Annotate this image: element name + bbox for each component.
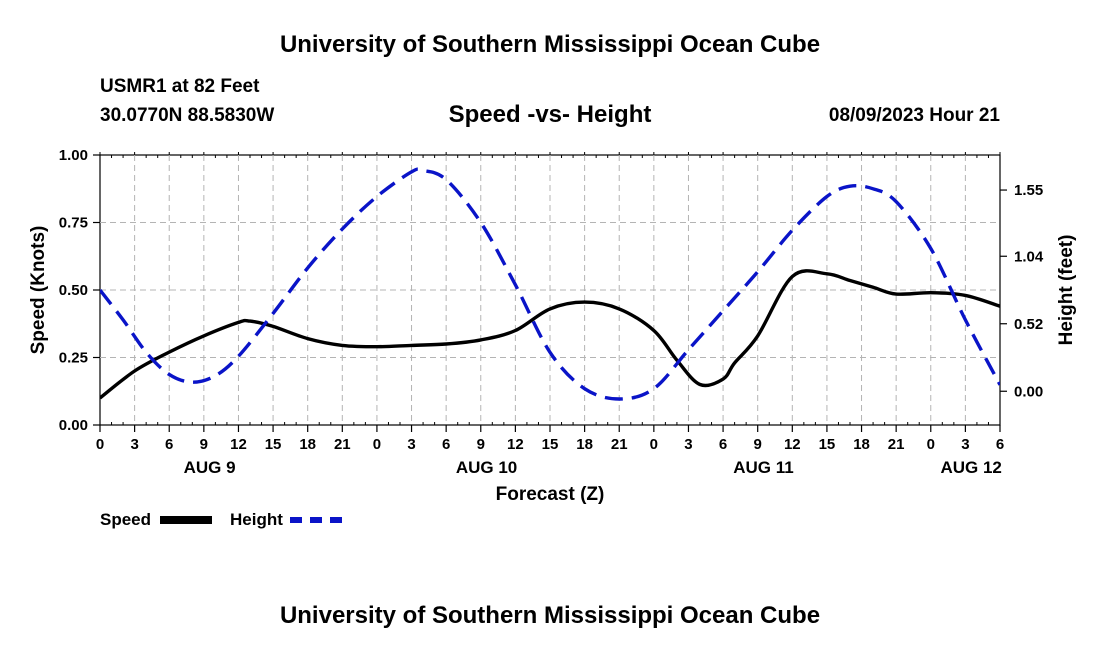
x-tick-label: 6 <box>719 436 727 453</box>
x-tick-label: 9 <box>200 436 208 453</box>
y-tick-label: 0.00 <box>59 417 88 434</box>
y-axis-title: Speed (Knots) <box>28 226 49 355</box>
y-tick-label: 1.00 <box>59 147 88 164</box>
speed-height-chart: 0 3 6 9 12 15 18 21 0 3 6 9 12 15 18 21 0 3 6 9 12 15 18 21 0 3 6 0… <box>28 147 1077 505</box>
x-tick-label: 3 <box>961 436 969 453</box>
x-tick-label: 12 <box>784 436 801 453</box>
x-tick-label: 15 <box>542 436 559 453</box>
series-layer <box>100 167 1000 401</box>
y-tick-label: 0.75 <box>59 215 88 232</box>
x-tick-label: 21 <box>611 436 628 453</box>
grid <box>100 155 1000 425</box>
x-tick-label: 9 <box>477 436 485 453</box>
day-label: AUG 10 <box>456 458 517 477</box>
x-tick-label: 0 <box>650 436 658 453</box>
x-tick-label: 15 <box>819 436 836 453</box>
chart-subtitle: Speed -vs- Height <box>448 101 652 128</box>
station-coordinates: 30.0770N 88.5830W <box>100 105 275 126</box>
x-tick-label: 3 <box>407 436 415 453</box>
x-tick-label: 6 <box>442 436 450 453</box>
x-tick-label: 9 <box>754 436 762 453</box>
station-label: USMR1 at 82 Feet <box>100 76 260 97</box>
x-tick-label: 18 <box>299 436 316 453</box>
y2-tick-label: 0.52 <box>1014 316 1043 333</box>
x-tick-label: 21 <box>888 436 905 453</box>
x-tick-label: 6 <box>165 436 173 453</box>
x-tick-label: 0 <box>927 436 935 453</box>
y2-tick-label: 1.04 <box>1014 248 1044 265</box>
legend-speed-swatch <box>160 516 212 524</box>
forecast-datetime: 08/09/2023 Hour 21 <box>828 105 1000 126</box>
x-tick-label: 21 <box>334 436 351 453</box>
y-tick-label: 0.50 <box>59 282 88 299</box>
axis-ticks: 0 3 6 9 12 15 18 21 0 3 6 9 12 15 18 21 0 3 6 9 12 15 18 21 0 3 6 0… <box>59 147 1044 477</box>
y2-tick-label: 0.00 <box>1014 383 1043 400</box>
day-label: AUG 9 <box>184 458 236 477</box>
x-tick-label: 15 <box>265 436 282 453</box>
series-height-line <box>100 167 1000 401</box>
x-tick-label: 3 <box>130 436 138 453</box>
legend-height-swatch <box>290 517 342 523</box>
legend-height-label: Height <box>230 510 283 529</box>
x-tick-label: 18 <box>576 436 593 453</box>
series-speed-line <box>100 269 1000 400</box>
x-tick-label: 6 <box>996 436 1004 453</box>
x-tick-label: 0 <box>96 436 104 453</box>
x-tick-label: 12 <box>507 436 524 453</box>
x-tick-label: 0 <box>373 436 381 453</box>
day-label: AUG 12 <box>940 458 1001 477</box>
footer-title: University of Southern Mississippi Ocean… <box>279 602 821 629</box>
y-tick-label: 0.25 <box>59 350 88 367</box>
chart-title: University of Southern Mississippi Ocean… <box>279 31 821 58</box>
day-label: AUG 11 <box>733 458 793 477</box>
x-tick-label: 18 <box>853 436 870 453</box>
y2-axis-title: Height (feet) <box>1056 235 1077 346</box>
x-tick-label: 3 <box>684 436 692 453</box>
x-axis-title: Forecast (Z) <box>496 484 605 505</box>
legend-speed-label: Speed <box>100 510 152 529</box>
y2-tick-label: 1.55 <box>1014 182 1043 199</box>
x-tick-label: 12 <box>230 436 247 453</box>
